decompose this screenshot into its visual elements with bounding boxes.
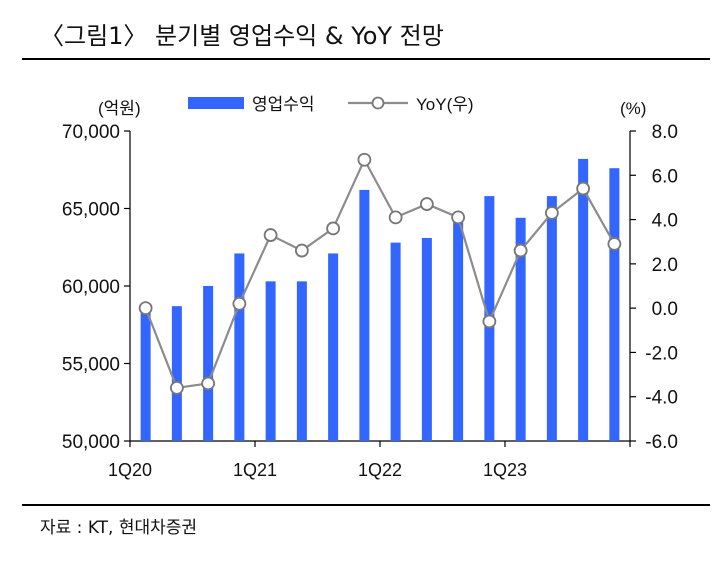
legend-line-marker xyxy=(371,96,385,110)
yoy-point xyxy=(419,197,434,211)
x-tick-label: 1Q22 xyxy=(358,460,402,480)
right-tick-label: -4.0 xyxy=(645,388,678,409)
bar xyxy=(203,286,214,441)
right-tick-label: -6.0 xyxy=(645,432,678,453)
source-divider xyxy=(22,504,710,506)
yoy-line xyxy=(144,157,616,390)
yoy-point xyxy=(201,376,216,391)
right-axis-unit: (%) xyxy=(620,99,646,118)
yoy-point xyxy=(388,210,403,225)
bar xyxy=(265,281,276,441)
yoy-point xyxy=(544,206,559,220)
bar xyxy=(453,214,464,441)
left-tick-label: 65,000 xyxy=(62,200,120,221)
bar xyxy=(140,312,151,441)
bar xyxy=(421,237,432,441)
left-tick-label: 70,000 xyxy=(62,122,120,143)
yoy-point xyxy=(294,243,309,258)
yoy-point xyxy=(232,296,247,311)
yoy-point xyxy=(357,152,372,167)
bar xyxy=(578,158,589,441)
yoy-point xyxy=(482,314,497,329)
right-tick-label: -2.0 xyxy=(645,343,678,364)
legend-bar-label: 영업수익 xyxy=(252,95,315,114)
bar xyxy=(390,242,401,441)
right-tick-label: 4.0 xyxy=(652,211,678,232)
bar xyxy=(515,217,526,441)
x-tick-label: 1Q20 xyxy=(108,460,152,480)
bar xyxy=(171,306,182,441)
right-tick-label: 2.0 xyxy=(652,255,678,276)
left-tick-label: 50,000 xyxy=(62,432,120,453)
bar xyxy=(328,253,339,441)
right-tick-label: 8.0 xyxy=(652,122,678,143)
bar xyxy=(359,189,370,441)
bar xyxy=(546,196,557,441)
left-tick-label: 60,000 xyxy=(62,277,120,298)
line-series xyxy=(138,152,622,395)
bar xyxy=(609,168,620,441)
yoy-point xyxy=(263,228,278,242)
source-note: 자료 : KT, 현대차증권 xyxy=(40,518,198,538)
chart-title: 〈그림1〉 분기별 영업수익 & YoY 전망 xyxy=(40,22,444,50)
chart-axes: 50,000 55,000 60,000 65,000 70,000 -6.0 -4.0 -2… xyxy=(62,99,678,480)
yoy-point xyxy=(451,210,466,225)
yoy-point xyxy=(326,221,341,236)
legend-bar-swatch xyxy=(188,97,244,109)
x-tick-label: 1Q23 xyxy=(483,460,527,480)
yoy-point xyxy=(138,301,153,316)
yoy-point xyxy=(607,237,622,251)
yoy-point xyxy=(576,181,591,196)
bar xyxy=(296,281,307,441)
yoy-point xyxy=(169,380,184,395)
left-axis-unit: (억원) xyxy=(98,99,141,118)
right-tick-label: 6.0 xyxy=(652,166,678,187)
yoy-point xyxy=(513,243,528,258)
x-tick-label: 1Q21 xyxy=(233,460,277,480)
legend-line-label: YoY(우) xyxy=(416,95,474,114)
left-tick-label: 55,000 xyxy=(62,355,120,376)
right-tick-label: 0.0 xyxy=(652,299,678,320)
bar xyxy=(234,253,245,441)
title-divider xyxy=(22,58,710,60)
chart-legend: 영업수익 YoY(우) xyxy=(188,95,474,114)
bar-series xyxy=(140,158,620,441)
